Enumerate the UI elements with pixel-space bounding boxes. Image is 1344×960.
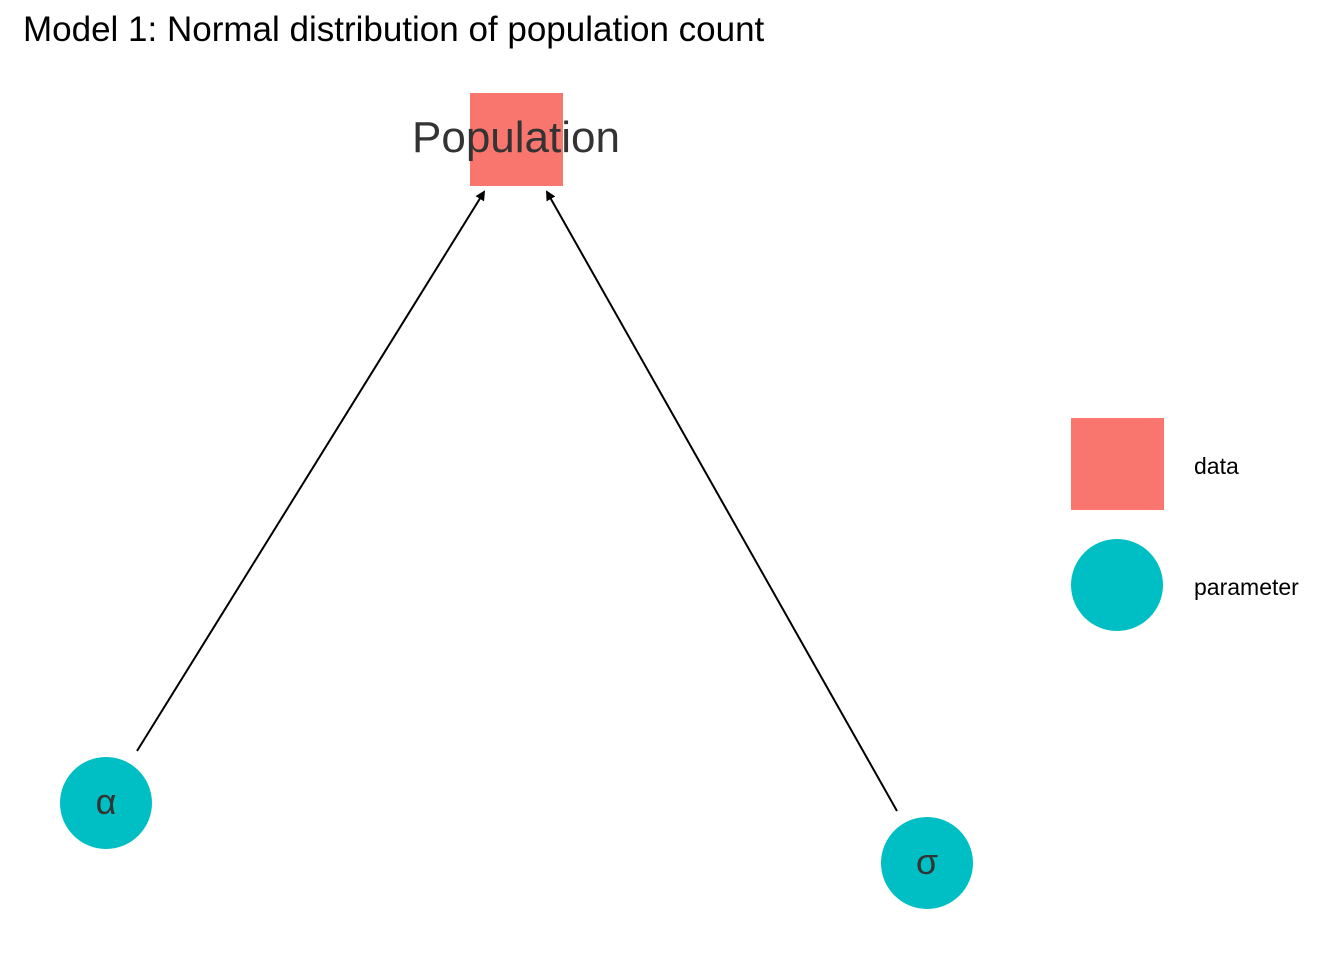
legend-parameter-label: parameter <box>1194 574 1299 600</box>
edges-group <box>136 190 898 812</box>
legend-item-parameter: parameter <box>1071 539 1299 631</box>
sigma-label: σ <box>916 841 938 882</box>
legend-data-key <box>1071 418 1164 510</box>
legend-item-data: data <box>1071 418 1239 510</box>
population-label: Population <box>412 113 620 162</box>
node-sigma: σ <box>881 817 973 909</box>
alpha-circle <box>60 757 152 849</box>
edge-alpha-to-population <box>136 190 486 752</box>
population-square <box>470 93 563 186</box>
chart-title: Model 1: Normal distribution of populati… <box>23 10 765 49</box>
edge-sigma-to-population <box>546 190 898 812</box>
alpha-label: α <box>96 781 117 822</box>
legend: data parameter <box>1071 418 1299 631</box>
node-population: Population <box>412 93 620 186</box>
sigma-circle <box>881 817 973 909</box>
legend-parameter-key <box>1071 539 1163 631</box>
node-alpha: α <box>60 757 152 849</box>
legend-data-label: data <box>1194 453 1239 479</box>
